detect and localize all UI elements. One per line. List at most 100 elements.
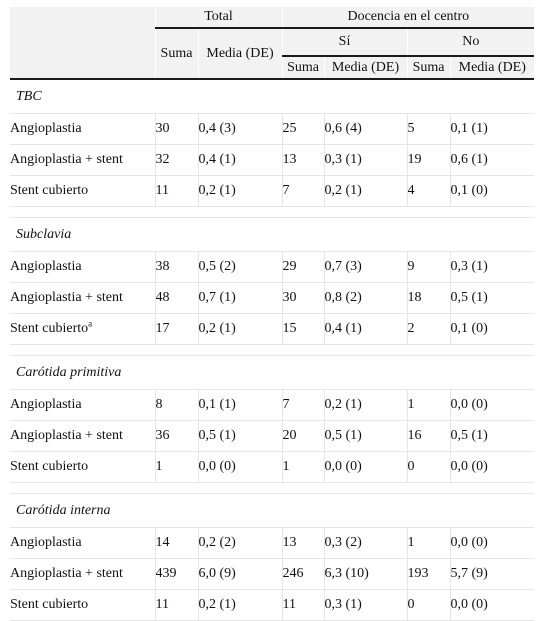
total-suma-cell: 36 [154, 420, 198, 452]
procedure-label-cell: Angioplastia + stent [10, 420, 155, 452]
table-row: Stent cubierto 11 0,2 (1) 11 0,3 (1) 0 0,0 (0) [10, 589, 535, 621]
no-media-cell: 0,1 (0) [449, 313, 535, 345]
no-suma-cell: 4 [406, 175, 451, 207]
total-suma-cell: 17 [154, 313, 198, 345]
total-media-cell: 6,0 (9) [197, 558, 283, 590]
procedure-label: Angioplastia [10, 121, 82, 136]
no-media-cell: 0,1 (1) [449, 113, 535, 145]
si-media-cell: 6,3 (10) [323, 558, 408, 590]
header-total: Total [154, 7, 283, 29]
header-si: Sí [281, 28, 408, 57]
procedure-label: Stent cubierto [10, 597, 89, 612]
total-suma-cell: 1 [154, 451, 198, 483]
si-suma-cell: 29 [281, 251, 325, 283]
procedure-label-cell: Stent cubierto [10, 589, 155, 621]
total-media-cell: 0,2 (1) [197, 313, 283, 345]
no-suma-cell: 1 [406, 389, 451, 421]
table-row: Angioplastia 14 0,2 (2) 13 0,3 (2) 1 0,0 (0) [10, 527, 535, 559]
si-media-cell: 0,3 (1) [323, 144, 408, 176]
si-media-cell: 0,5 (1) [323, 420, 408, 452]
si-suma-cell: 25 [281, 113, 325, 145]
si-media-cell: 0,4 (1) [323, 313, 408, 345]
header-no: No [406, 28, 535, 57]
total-suma-cell: 439 [154, 558, 198, 590]
no-suma-cell: 2 [406, 313, 451, 345]
procedure-label-cell: Angioplastia + stent [10, 144, 155, 176]
si-suma-cell: 7 [281, 389, 325, 421]
si-suma-cell: 13 [281, 144, 325, 176]
no-media-cell: 0,0 (0) [449, 451, 535, 483]
table-row: Angioplastia + stent 439 6,0 (9) 246 6,3 (10… [10, 558, 535, 590]
no-media-cell: 0,3 (1) [449, 251, 535, 283]
procedure-label: Angioplastia + stent [10, 428, 123, 443]
section-header-row: Carótida primitiva [10, 355, 535, 390]
procedure-label: Angioplastia [10, 535, 82, 550]
si-suma-cell: 30 [281, 282, 325, 314]
header-corner [10, 7, 155, 80]
si-suma-cell: 20 [281, 420, 325, 452]
procedure-label-cell: Stent cubierto [10, 451, 155, 483]
no-suma-cell: 0 [406, 451, 451, 483]
procedure-label: Stent cubierto [10, 183, 89, 198]
total-suma-cell: 11 [154, 589, 198, 621]
total-media-cell: 0,1 (1) [197, 389, 283, 421]
footnote-marker: a [88, 318, 93, 329]
total-media-cell: 0,2 (2) [197, 527, 283, 559]
si-suma-cell: 11 [281, 589, 325, 621]
procedure-label: Stent cubierto [10, 459, 89, 474]
header-si-suma: Suma [281, 56, 325, 80]
si-media-cell: 0,7 (3) [323, 251, 408, 283]
section-spacer [10, 344, 535, 356]
si-suma-cell: 13 [281, 527, 325, 559]
procedure-label-cell: Angioplastia [10, 251, 155, 283]
table-row: Stent cubierto 1 0,0 (0) 1 0,0 (0) 0 0,0 (0) [10, 451, 535, 483]
no-media-cell: 0,0 (0) [449, 527, 535, 559]
section-title: Carótida interna [10, 493, 535, 528]
procedure-label: Angioplastia + stent [10, 152, 123, 167]
no-media-cell: 5,7 (9) [449, 558, 535, 590]
si-media-cell: 0,2 (1) [323, 175, 408, 207]
procedure-label: Angioplastia [10, 397, 82, 412]
section-header-row: Subclavia [10, 217, 535, 252]
section-title: Subclavia [10, 217, 535, 252]
total-suma-cell: 30 [154, 113, 198, 145]
table-row: Stent cubierto 11 0,2 (1) 7 0,2 (1) 4 0,1 (0) [10, 175, 535, 207]
si-media-cell: 0,6 (4) [323, 113, 408, 145]
section-title: Carótida primitiva [10, 355, 535, 390]
total-media-cell: 0,5 (1) [197, 420, 283, 452]
section-title: TBC [10, 79, 535, 114]
table-body: TBC Angioplastia 30 0,4 (3) 25 0,6 (4) 5 0,1 (1… [10, 79, 535, 621]
si-suma-cell: 15 [281, 313, 325, 345]
table-row: Angioplastia 8 0,1 (1) 7 0,2 (1) 1 0,0 (0) [10, 389, 535, 421]
procedures-table: Total Docencia en el centro Suma Media (… [10, 7, 535, 621]
header-docencia: Docencia en el centro [281, 7, 535, 29]
no-suma-cell: 19 [406, 144, 451, 176]
table-row: Stent cubiertoa 17 0,2 (1) 15 0,4 (1) 2 0,1 (0… [10, 313, 535, 345]
total-suma-cell: 38 [154, 251, 198, 283]
total-media-cell: 0,7 (1) [197, 282, 283, 314]
total-suma-cell: 11 [154, 175, 198, 207]
no-media-cell: 0,5 (1) [449, 420, 535, 452]
table-row: Angioplastia + stent 36 0,5 (1) 20 0,5 (1) 16… [10, 420, 535, 452]
si-media-cell: 0,0 (0) [323, 451, 408, 483]
total-media-cell: 0,5 (2) [197, 251, 283, 283]
section-header-row: TBC [10, 79, 535, 114]
no-media-cell: 0,0 (0) [449, 389, 535, 421]
total-suma-cell: 14 [154, 527, 198, 559]
header-no-media: Media (DE) [449, 56, 535, 80]
header-no-suma: Suma [406, 56, 451, 80]
header-si-media: Media (DE) [323, 56, 408, 80]
table-row: Angioplastia 38 0,5 (2) 29 0,7 (3) 9 0,3 (1) [10, 251, 535, 283]
header-total-media: Media (DE) [197, 28, 283, 80]
no-suma-cell: 0 [406, 589, 451, 621]
si-suma-cell: 246 [281, 558, 325, 590]
no-media-cell: 0,5 (1) [449, 282, 535, 314]
si-suma-cell: 1 [281, 451, 325, 483]
total-suma-cell: 48 [154, 282, 198, 314]
total-media-cell: 0,2 (1) [197, 175, 283, 207]
procedure-label: Angioplastia [10, 259, 82, 274]
section-header-row: Carótida interna [10, 493, 535, 528]
total-media-cell: 0,0 (0) [197, 451, 283, 483]
procedure-label-cell: Angioplastia + stent [10, 282, 155, 314]
procedure-label-cell: Angioplastia [10, 113, 155, 145]
